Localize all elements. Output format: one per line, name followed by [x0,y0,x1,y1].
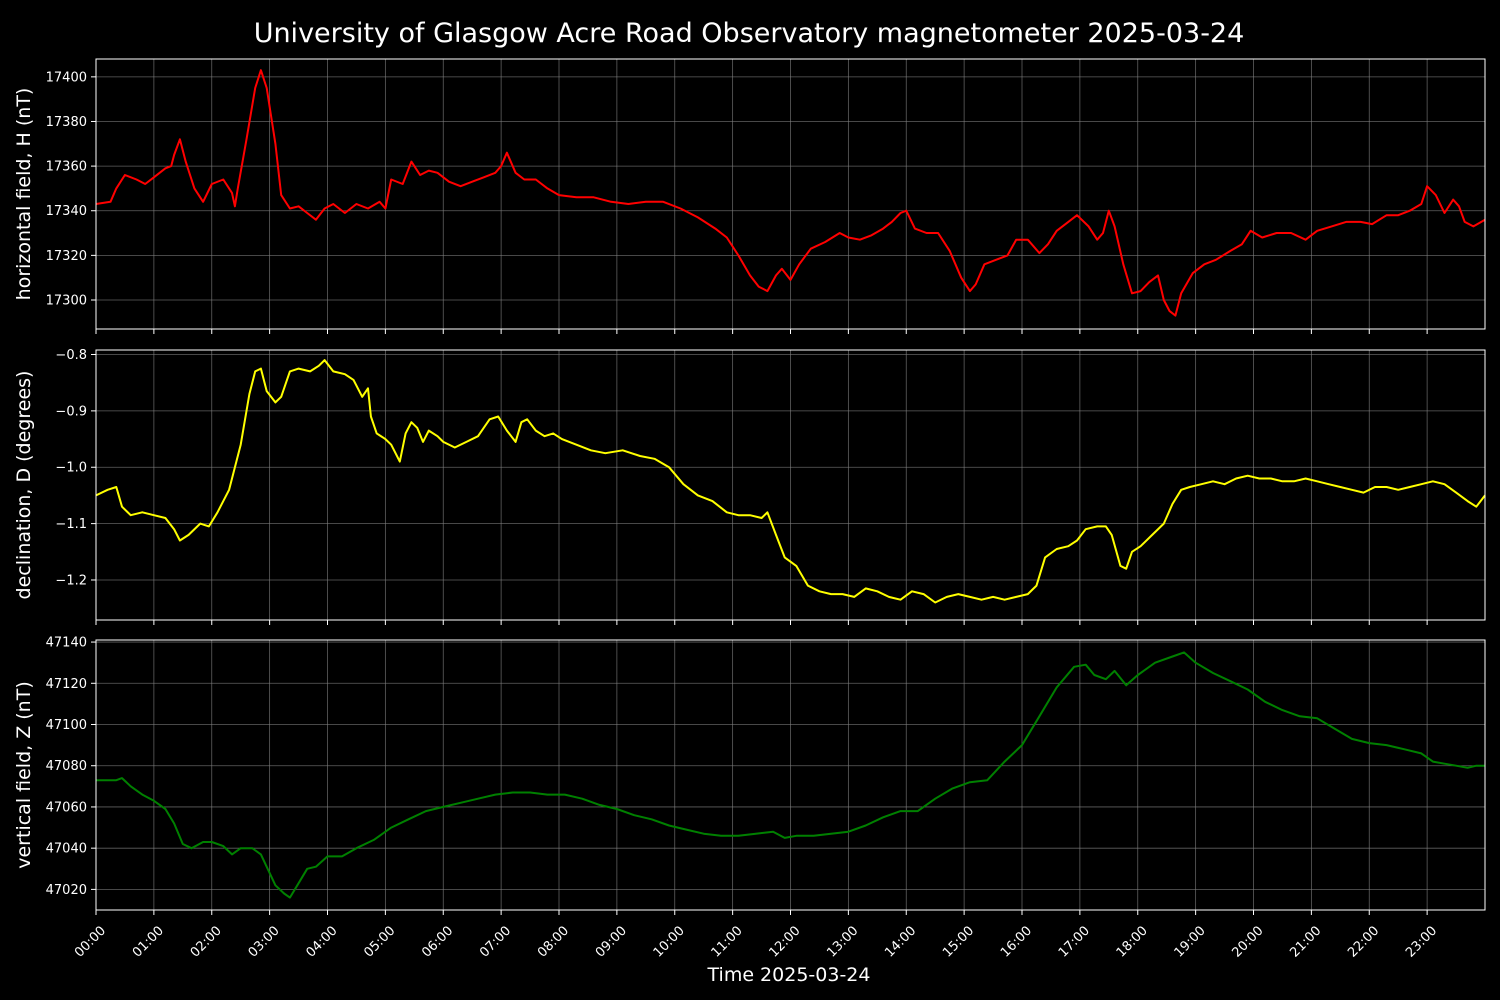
x-tick-label: 15:00 [940,923,977,960]
series-line [96,651,1485,899]
y-tick-label: 47140 [46,636,87,651]
x-tick-label: 06:00 [419,923,456,960]
x-tick-label: 21:00 [1287,923,1324,960]
x-tick-label: 12:00 [766,923,803,960]
x-tick-label: 10:00 [651,923,688,960]
y-tick-label: 17380 [46,115,87,130]
y-tick-label: −1.1 [55,517,87,532]
y-tick-label: −1.2 [55,573,87,588]
panel-3: 47020 47040 47060 47080 47100 47120 47140 verti… [13,636,1486,961]
series-line [95,359,1486,604]
y-tick-label: 17340 [46,204,87,219]
axes-frame [95,349,1486,621]
y-axis-label: vertical field, Z (nT) [13,681,35,869]
y-tick-label: 17320 [46,249,87,264]
x-tick-label: 19:00 [1172,923,1209,960]
x-tick-label: 07:00 [477,923,514,960]
y-axis-label: declination, D (degrees) [13,371,35,600]
x-tick-label: 22:00 [1345,923,1382,960]
x-tick-label: 00:00 [72,923,109,960]
x-tick-label: 20:00 [1229,923,1266,960]
x-tick-label: 16:00 [998,923,1035,960]
x-tick-label: 03:00 [246,923,283,960]
x-tick-label: 02:00 [188,923,225,960]
y-tick-label: 47100 [46,718,87,733]
panel-1: 17300 17320 17340 17360 17380 17400 horizontal… [13,58,1486,334]
y-tick-label: 17400 [46,70,87,85]
x-tick-label: 23:00 [1403,923,1440,960]
series-line [95,69,1486,317]
x-tick-label: 14:00 [882,923,919,960]
y-tick-label: 47040 [46,842,87,857]
y-axis-label: horizontal field, H (nT) [13,88,35,301]
y-tick-label: 17300 [46,293,87,308]
axes-frame [95,639,1486,911]
y-tick-label: −0.8 [55,348,87,363]
x-tick-label: 08:00 [535,923,572,960]
chart-panels: 17300 17320 17340 17360 17380 17400 horizontal… [13,58,1486,961]
x-tick-label: 04:00 [303,923,340,960]
y-tick-label: 47020 [46,883,87,898]
x-tick-label: 17:00 [1056,923,1093,960]
x-tick-label: 01:00 [130,923,167,960]
y-tick-label: 47120 [46,677,87,692]
y-tick-label: 17360 [46,160,87,175]
axes-frame [95,58,1486,330]
y-tick-label: −0.9 [55,404,87,419]
y-tick-label: −1.0 [55,461,87,476]
panel-2: −1.2 −1.1 −1.0 −0.9 −0.8 declination, D (degr… [13,348,1486,625]
x-tick-label: 09:00 [593,923,630,960]
y-tick-label: 47080 [46,759,87,774]
x-tick-label: 05:00 [361,923,398,960]
x-tick-label: 11:00 [709,923,746,960]
x-tick-label: 18:00 [1114,923,1151,960]
x-axis-label: Time 2025-03-24 [707,964,871,986]
chart-title: University of Glasgow Acre Road Observat… [254,18,1245,49]
y-tick-label: 47060 [46,800,87,815]
x-tick-label: 13:00 [824,923,861,960]
